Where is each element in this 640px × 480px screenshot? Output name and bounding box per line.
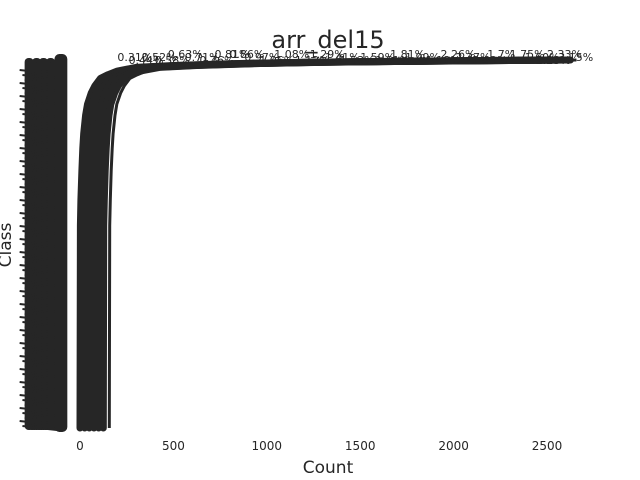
percent-label: 1.81%	[390, 48, 425, 61]
cdf-curve-shadow	[93, 58, 563, 429]
percent-label: 2.37%	[455, 51, 490, 64]
cdf-curve-shadow	[107, 58, 577, 429]
x-tick-label: 2000	[438, 439, 469, 453]
percent-label: 1.61%	[375, 54, 410, 67]
x-axis-label: Count	[303, 458, 354, 478]
percent-label: 0.86%	[229, 48, 264, 61]
percent-label: 1.99%	[405, 51, 440, 64]
cdf-curve	[90, 56, 565, 432]
x-tick-label: 1500	[345, 439, 376, 453]
percent-label: 2.63%	[472, 54, 507, 67]
cdf-curve	[81, 56, 556, 432]
x-tick-label: 500	[162, 439, 185, 453]
chart-title: arr_del15	[271, 26, 384, 54]
percent-label: 1.53%	[340, 54, 375, 67]
percent-label: 0.71%	[185, 51, 220, 64]
percent-label: 1.7%	[487, 48, 515, 61]
percent-label: 1.75%	[510, 48, 545, 61]
percent-label: 0.52%	[142, 51, 177, 64]
percent-label: 2.33%	[547, 48, 582, 61]
curves-layer	[76, 56, 577, 432]
percent-label: 0.31%	[117, 51, 152, 64]
percent-label: 3.15%	[558, 51, 593, 64]
percent-label: 1.05%	[259, 54, 294, 67]
y-axis-label: Class	[0, 222, 16, 267]
cdf-curve-shadow	[84, 58, 554, 429]
x-tick-label: 1000	[252, 439, 283, 453]
cdf-curve-shadow	[98, 58, 568, 429]
cdf-curve	[95, 56, 570, 432]
percent-label: 0.81%	[214, 48, 249, 61]
cdf-curve	[76, 56, 551, 432]
dark-column	[56, 54, 68, 432]
left-clutter-layer	[19, 54, 68, 432]
cdf-curve	[99, 56, 574, 432]
percent-label: 1.41%	[325, 51, 360, 64]
percent-label: 1.29%	[310, 48, 345, 61]
percent-label: 0.58%	[155, 54, 190, 67]
percent-label: 0.63%	[168, 48, 203, 61]
percent-label: 2.23%	[536, 54, 571, 67]
percent-labels-layer: 1.75%1.60%2.23%2.33%3.15% 1.18%2.26%2.37%…	[117, 48, 593, 67]
percent-label: 1.12%	[295, 54, 330, 67]
percent-label: 1.59%	[360, 51, 395, 64]
percent-label: 1.60%	[525, 51, 560, 64]
percent-label: 2.26%	[441, 48, 476, 61]
percent-label: 0.76%	[200, 54, 235, 67]
cdf-curve-shadow	[89, 58, 558, 429]
percent-label: 0.97%	[244, 51, 279, 64]
x-tick-label: 2500	[532, 439, 563, 453]
percent-label: 1.08%	[274, 48, 309, 61]
cdf-curve	[85, 56, 560, 432]
cdf-curve-shadow	[103, 58, 572, 429]
x-tick-label: 0	[76, 439, 84, 453]
x-ticks-layer: 0 500 1000 1500 2000 2500	[76, 439, 562, 453]
percent-label: 0.44%	[129, 54, 164, 67]
percent-label: 1.18%	[426, 54, 461, 67]
